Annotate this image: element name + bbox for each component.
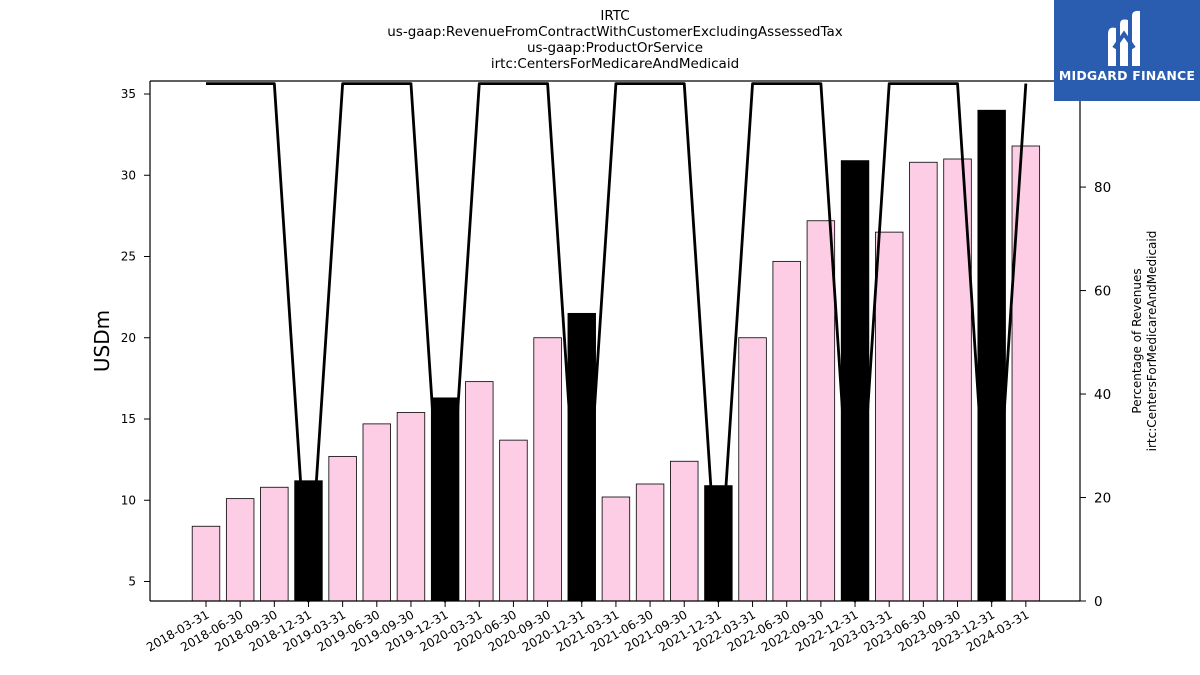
y-tick-label: 15 <box>121 412 136 426</box>
bar-2018-09-30 <box>260 486 289 602</box>
logo-text: MIDGARD FINANCE <box>1058 68 1196 83</box>
y-right-tick-label: 40 <box>1094 387 1111 403</box>
y-axis-right-label-line-1: Percentage of Revenues <box>1130 268 1144 413</box>
title-line-4: irtc:CentersForMedicareAndMedicaid <box>491 56 739 72</box>
chart-title: IRTC us-gaap:RevenueFromContractWithCust… <box>387 8 843 72</box>
bar-2021-12-31 <box>704 485 733 602</box>
y-tick-label: 5 <box>128 575 136 589</box>
bar-2023-12-31 <box>977 109 1006 602</box>
y-tick-label: 10 <box>121 493 136 507</box>
bar-2022-06-30 <box>772 260 801 602</box>
bar-2018-03-31 <box>191 525 221 602</box>
title-line-2: us-gaap:RevenueFromContractWithCustomerE… <box>387 24 843 40</box>
midgard-logo-icon <box>1108 10 1140 67</box>
bar-2020-03-31 <box>465 381 494 602</box>
bar-2020-06-30 <box>499 439 528 602</box>
y-axis-right-label-line-2: irtc:CentersForMedicareAndMedicaid <box>1145 231 1159 452</box>
y-right-tick-label: 60 <box>1094 284 1111 300</box>
bar-2019-06-30 <box>362 423 392 602</box>
title-line-1: IRTC <box>600 8 629 24</box>
y-axis-right-label: Percentage of Revenues irtc:CentersForMe… <box>1130 231 1159 452</box>
bar-2021-09-30 <box>670 460 699 602</box>
bar-2018-06-30 <box>225 498 255 602</box>
bar-2019-03-31 <box>328 455 357 602</box>
y-right-tick-label: 80 <box>1094 180 1111 196</box>
bar-2021-06-30 <box>635 483 665 602</box>
bars-layer <box>191 109 1041 602</box>
y-tick-label: 30 <box>121 168 136 182</box>
bar-2023-03-31 <box>875 231 904 602</box>
line-layer <box>206 82 1028 603</box>
bar-2019-12-31 <box>430 397 460 602</box>
bar-2022-09-30 <box>806 220 836 602</box>
bar-2021-03-31 <box>601 496 631 602</box>
bar-2020-09-30 <box>533 337 562 602</box>
percentage-line <box>206 82 1028 603</box>
y-tick-label: 35 <box>121 87 136 101</box>
bar-2019-09-30 <box>396 412 426 602</box>
midgard-finance-logo: MIDGARD FINANCE <box>1054 0 1200 101</box>
title-line-3: us-gaap:ProductOrService <box>527 40 703 56</box>
bar-2022-03-31 <box>738 337 767 602</box>
bar-2022-12-31 <box>840 160 870 602</box>
bar-2023-06-30 <box>909 161 938 602</box>
y-tick-label: 25 <box>121 250 136 264</box>
y-right-tick-label: 20 <box>1094 491 1111 507</box>
y-right-tick-label: 0 <box>1094 594 1103 610</box>
y-axis-label: USDm <box>90 310 114 372</box>
y-tick-label: 20 <box>121 331 136 345</box>
